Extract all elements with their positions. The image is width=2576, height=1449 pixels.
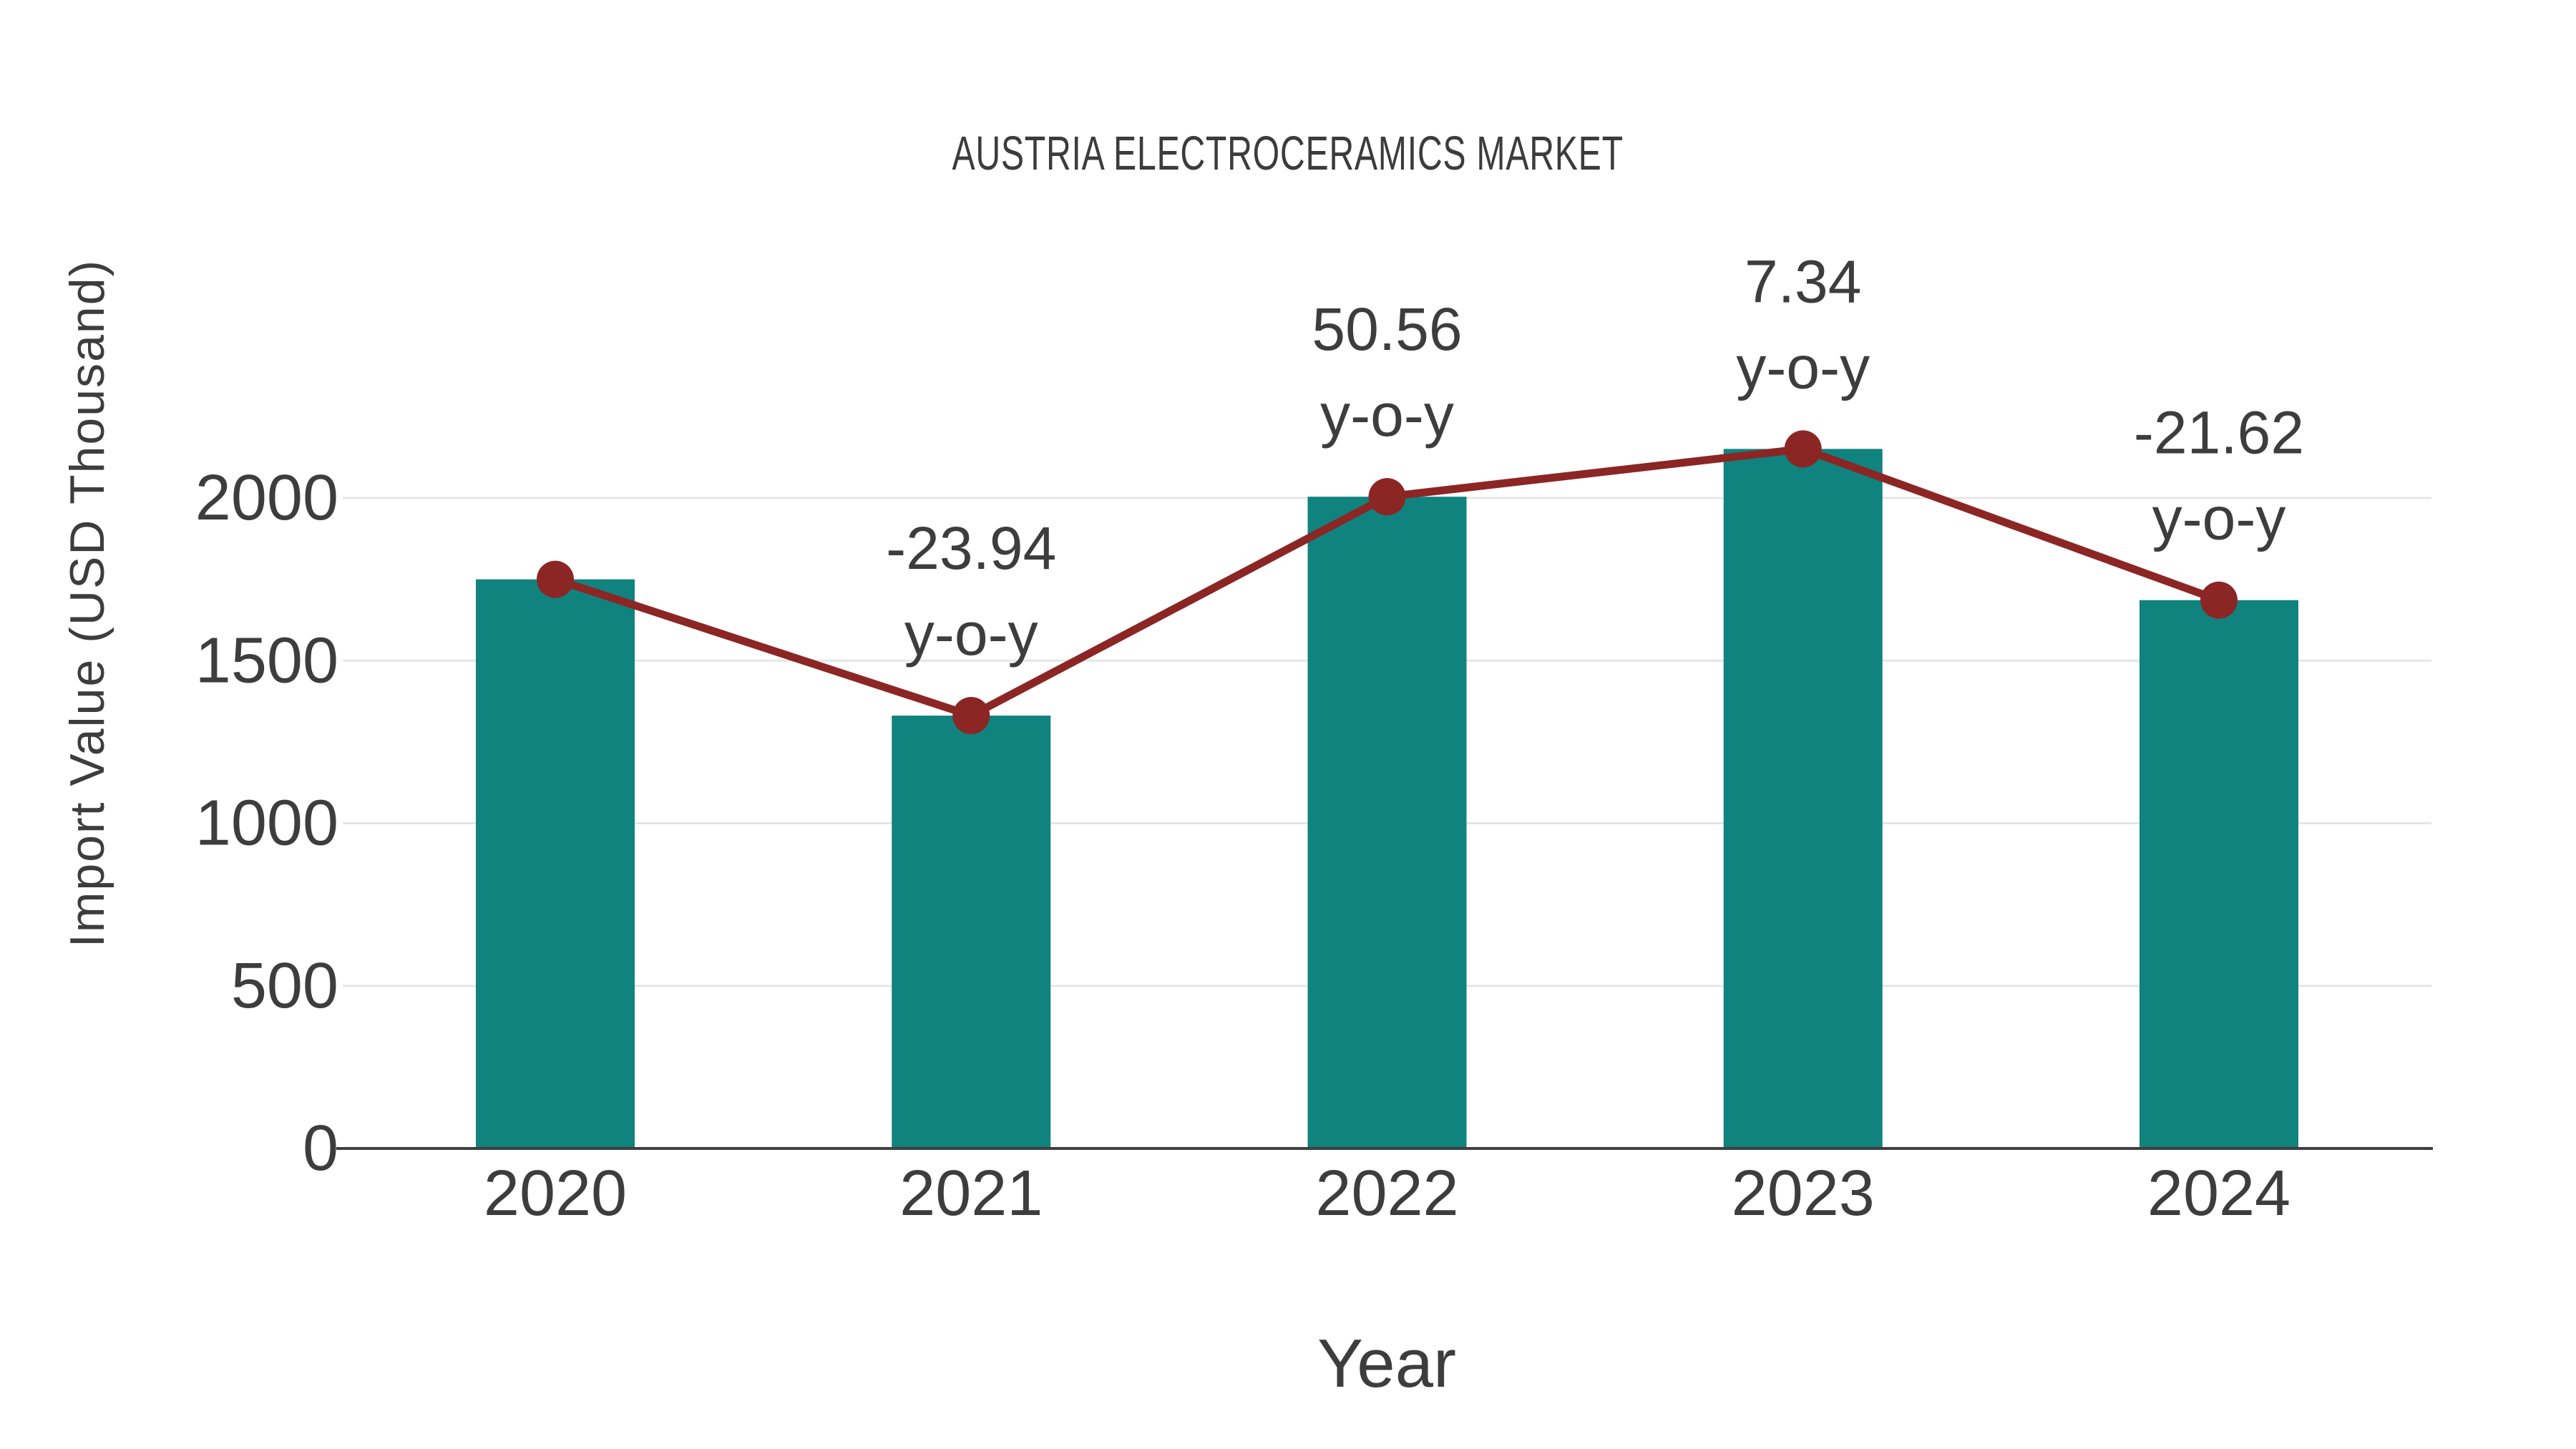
y-tick-labels-group: 0 500 1000 1500 2000 — [195, 462, 338, 1184]
annotation-yoy-2021: y-o-y — [904, 600, 1038, 668]
annotation-value-2023: 7.34 — [1745, 248, 1862, 315]
x-tick-label-2022: 2022 — [1315, 1158, 1458, 1229]
annotation-value-2024: -21.62 — [2134, 399, 2304, 467]
bar-2020 — [476, 579, 635, 1148]
annotation-value-2022: 50.56 — [1312, 296, 1462, 363]
y-tick-label-1500: 1500 — [195, 625, 338, 696]
bar-2022 — [1307, 497, 1467, 1148]
annotation-yoy-2024: y-o-y — [2152, 485, 2286, 552]
chart-title-text: AUSTRIA ELECTROCERAMICS MARKET — [952, 127, 1624, 180]
bar-2021 — [892, 716, 1051, 1148]
chart-title: AUSTRIA ELECTROCERAMICS MARKET — [0, 127, 2576, 180]
markers-group — [537, 430, 2238, 735]
data-point-marker-2024 — [2200, 581, 2238, 619]
x-tick-label-2024: 2024 — [2147, 1158, 2290, 1229]
bar-2023 — [1723, 449, 1883, 1148]
annotation-value-2021: -23.94 — [886, 514, 1056, 582]
y-tick-label-500: 500 — [231, 950, 338, 1022]
bar-2024 — [2140, 600, 2298, 1148]
x-tick-labels-group: 2020 2021 2022 2023 2024 — [484, 1158, 2290, 1229]
annotation-yoy-2023: y-o-y — [1736, 333, 1870, 401]
x-tick-label-2023: 2023 — [1732, 1158, 1875, 1229]
data-point-marker-2021 — [952, 697, 990, 735]
x-axis-title: Year — [1317, 1325, 1456, 1402]
x-tick-label-2020: 2020 — [484, 1158, 627, 1229]
y-tick-label-2000: 2000 — [195, 462, 338, 534]
data-point-marker-2023 — [1784, 430, 1822, 468]
data-point-marker-2022 — [1368, 478, 1406, 516]
annotation-yoy-2022: y-o-y — [1320, 381, 1454, 449]
y-tick-label-1000: 1000 — [195, 788, 338, 859]
bars-group — [476, 449, 2298, 1148]
annotations-group: -23.94 y-o-y 50.56 y-o-y 7.34 y-o-y -21.62 y-o-… — [886, 248, 2304, 668]
x-tick-label-2021: 2021 — [899, 1158, 1043, 1229]
data-point-marker-2020 — [537, 560, 574, 598]
y-tick-label-0: 0 — [303, 1113, 338, 1184]
